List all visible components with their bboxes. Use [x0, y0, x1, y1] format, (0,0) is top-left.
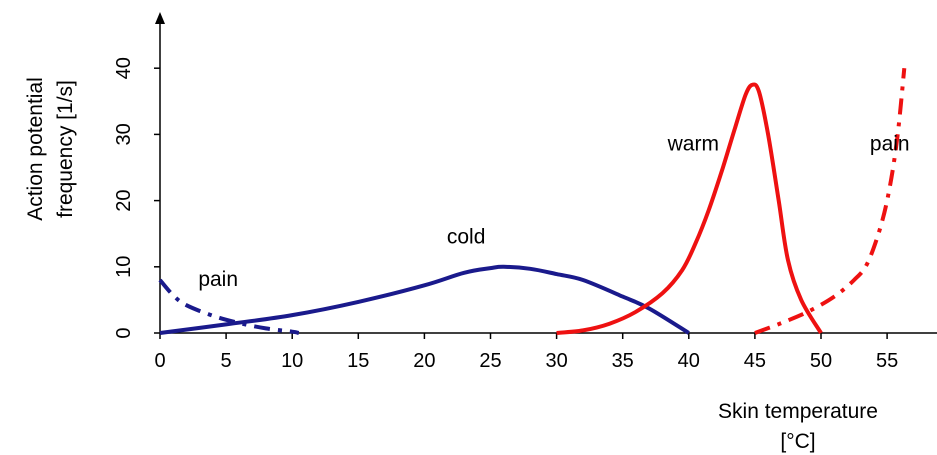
x-tick-label: 50 — [810, 350, 832, 372]
y-axis-title-line-1: Action potential — [24, 77, 47, 221]
series-layer — [158, 68, 907, 335]
x-tick-label: 15 — [347, 350, 369, 372]
y-ticks: 0 10 20 30 40 — [113, 57, 160, 339]
y-axis-title-line-2: frequency [1/s] — [54, 80, 77, 218]
blue-pain-curve — [158, 278, 300, 335]
x-tick-label: 30 — [545, 350, 567, 372]
annotation-pain: pain — [198, 268, 238, 291]
axis-titles: Skin temperature [°C] Action potential f… — [24, 77, 878, 453]
y-tick-label: 20 — [113, 189, 135, 211]
x-ticks: 0 5 10 15 20 25 30 35 40 45 50 55 — [154, 333, 898, 372]
y-tick-label: 10 — [113, 256, 135, 278]
x-tick-label: 0 — [154, 350, 165, 372]
x-tick-label: 55 — [876, 350, 898, 372]
axes — [155, 12, 937, 334]
x-axis-title-line-1: Skin temperature — [718, 400, 878, 423]
y-axis-arrowhead — [155, 12, 165, 24]
red-warm-curve — [556, 82, 823, 335]
x-tick-label: 40 — [678, 350, 700, 372]
x-axis-title-line-2: [°C] — [780, 430, 815, 453]
annotation-pain: pain — [870, 132, 910, 155]
blue-cold-curve — [159, 264, 690, 335]
annotation-cold: cold — [447, 226, 486, 249]
annotations: cold pain warm pain — [198, 132, 909, 291]
y-tick-label: 40 — [113, 57, 135, 79]
red-pain-curve — [754, 68, 907, 335]
annotation-warm: warm — [667, 132, 719, 155]
x-tick-label: 5 — [221, 350, 232, 372]
x-tick-label: 10 — [281, 350, 303, 372]
x-tick-label: 35 — [612, 350, 634, 372]
x-tick-label: 25 — [479, 350, 501, 372]
y-tick-label: 0 — [113, 327, 135, 338]
x-tick-label: 45 — [744, 350, 766, 372]
y-tick-label: 30 — [113, 123, 135, 145]
x-tick-label: 20 — [413, 350, 435, 372]
